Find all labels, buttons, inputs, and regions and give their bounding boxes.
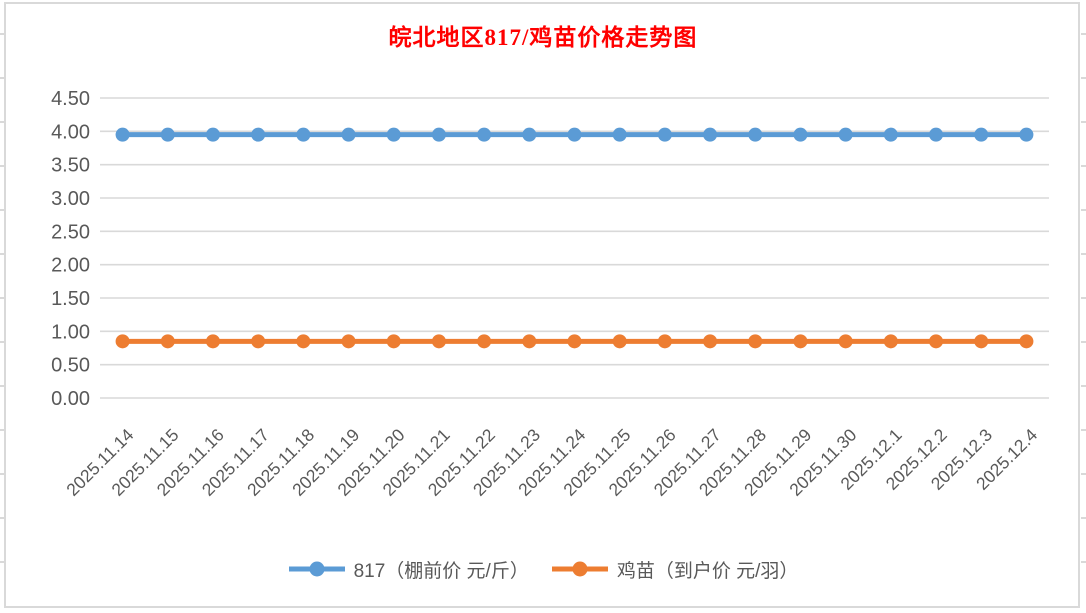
sheet-gridline-tick [1081,253,1086,255]
legend-marker-817-icon [288,561,345,577]
chart-canvas[interactable] [4,2,1080,608]
sheet-gridline-tick [1081,561,1086,563]
sheet-gridline-tick [1081,341,1086,343]
legend-item-817: 817（棚前价 元/斤） [288,556,529,583]
sheet-gridline-tick [0,429,4,431]
sheet-gridline-tick [0,473,4,475]
sheet-gridline-tick [1081,517,1086,519]
sheet-gridline-tick [0,297,4,299]
sheet-gridline-tick [1081,33,1086,35]
sheet-gridline-tick [0,341,4,343]
sheet-gridline-tick [1081,77,1086,79]
sheet-gridline-tick [1081,121,1086,123]
sheet-gridline-tick [0,253,4,255]
legend-marker-jimiao-icon [551,561,608,577]
sheet-gridline-tick [0,77,4,79]
sheet-gridline-tick [1081,385,1086,387]
sheet-gridline-tick [0,165,4,167]
sheet-gridline-tick [0,209,4,211]
sheet-gridline-tick [1081,209,1086,211]
legend: 817（棚前价 元/斤） 鸡苗（到户价 元/羽） [0,554,1086,584]
sheet-gridline-tick [1081,473,1086,475]
sheet-gridline-tick [1081,429,1086,431]
sheet-gridline-tick [0,517,4,519]
sheet-gridline-tick [0,561,4,563]
legend-label-817: 817（棚前价 元/斤） [353,560,529,582]
sheet-gridline-tick [1081,297,1086,299]
legend-item-jimiao: 鸡苗（到户价 元/羽） [551,556,799,583]
sheet-gridline-tick [1081,165,1086,167]
chart-title: 皖北地区817/鸡苗价格走势图 [388,25,698,50]
sheet-gridline-tick [0,33,4,35]
legend-label-jimiao: 鸡苗（到户价 元/羽） [616,560,799,582]
sheet-gridline-tick [0,385,4,387]
sheet-gridline-tick [0,121,4,123]
